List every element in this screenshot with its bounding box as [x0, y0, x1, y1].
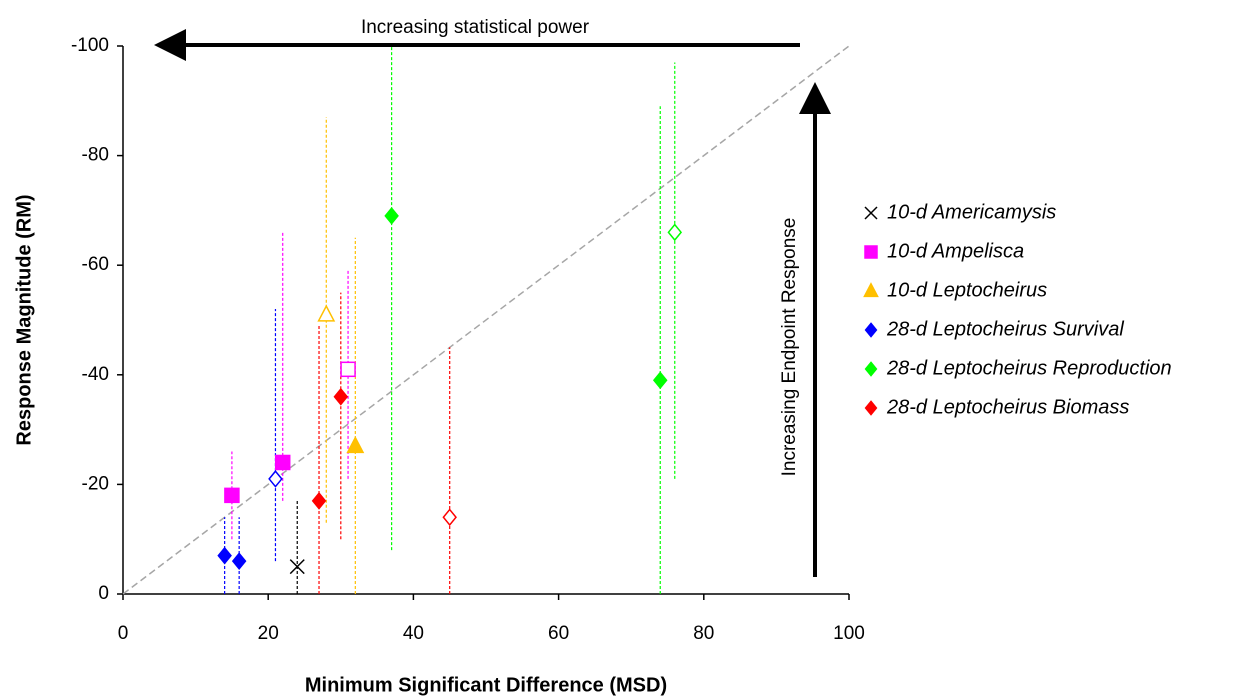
x-tick-label: 80	[693, 623, 714, 644]
y-tick-label: -80	[82, 145, 109, 166]
data-point	[268, 470, 283, 488]
legend-marker	[864, 361, 878, 377]
legend-marker	[863, 282, 879, 298]
y-tick-label: -40	[82, 364, 109, 385]
data-point	[442, 508, 457, 527]
y-tick-label: -100	[71, 35, 109, 56]
x-axis-title: Minimum Significant Difference (MSD)	[305, 674, 667, 696]
y-tick-label: 0	[98, 583, 109, 604]
legend-marker	[864, 206, 878, 220]
x-tick-label: 40	[403, 623, 424, 644]
data-point	[340, 361, 356, 378]
data-point	[311, 491, 327, 510]
data-point	[333, 387, 349, 406]
x-tick-label: 0	[118, 623, 129, 644]
data-point	[652, 371, 668, 390]
legend-marker	[864, 245, 878, 259]
annotation: Increasing statistical power	[361, 17, 590, 38]
data-point	[224, 487, 240, 504]
data-point	[217, 546, 232, 565]
legend-label: 10-d Ampelisca	[887, 240, 1024, 262]
legend-marker	[864, 400, 878, 416]
x-tick-label: 100	[833, 623, 865, 644]
y-axis-title: Response Magnitude (RM)	[13, 194, 35, 445]
data-point	[346, 436, 365, 454]
x-tick-label: 60	[548, 623, 569, 644]
data-point	[317, 304, 336, 322]
annotation: Increasing Endpoint Response	[779, 218, 800, 477]
data-point	[289, 559, 305, 575]
data-point	[384, 206, 399, 225]
y-tick-label: -60	[82, 254, 109, 275]
data-point	[274, 454, 291, 471]
x-tick-label: 20	[258, 623, 279, 644]
legend-label: 10-d Americamysis	[887, 201, 1056, 223]
reference-line	[122, 45, 850, 595]
legend-label: 10-d Leptocheirus	[887, 279, 1047, 301]
data-point	[231, 552, 247, 571]
data-point	[667, 223, 683, 242]
legend-label: 28-d Leptocheirus Biomass	[886, 396, 1129, 418]
legend-label: 28-d Leptocheirus Survival	[886, 318, 1124, 340]
y-tick-label: -20	[82, 473, 109, 494]
legend-marker	[864, 322, 878, 338]
legend-label: 28-d Leptocheirus Reproduction	[886, 357, 1172, 379]
